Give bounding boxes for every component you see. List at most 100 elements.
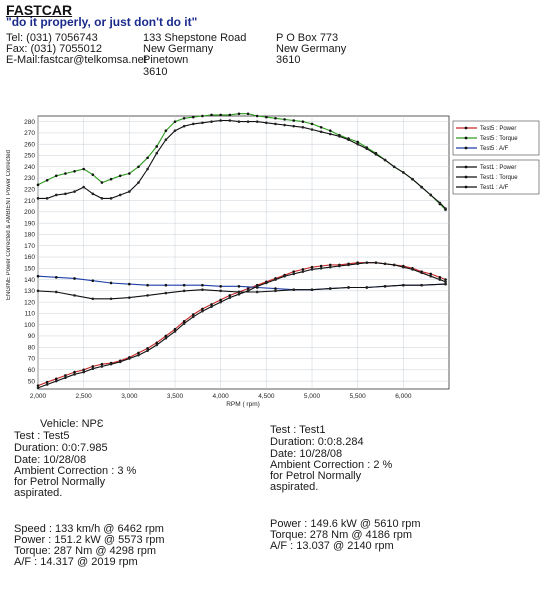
data-point: [274, 122, 277, 126]
data-point: [64, 192, 67, 196]
y-tick-label: 60: [28, 367, 36, 374]
data-point: [164, 138, 168, 141]
data-point: [128, 282, 131, 286]
data-point: [444, 282, 447, 286]
y-tick-label: 100: [24, 322, 35, 329]
series-test1-torque: [36, 119, 447, 210]
y-tick-label: 110: [25, 311, 36, 318]
data-point: [237, 290, 241, 294]
data-point: [246, 112, 250, 116]
data-point: [146, 156, 149, 160]
data-point: [128, 172, 131, 175]
data-point: [182, 124, 186, 128]
data-point: [347, 286, 350, 289]
street-address-line: 3610: [143, 66, 168, 78]
data-point: [155, 145, 159, 148]
data-point: [328, 263, 332, 267]
data-point: [237, 292, 241, 296]
data-point: [328, 132, 332, 136]
data-point: [201, 288, 204, 292]
street-address-line: Pinetown: [143, 54, 189, 66]
data-point: [310, 265, 314, 269]
data-point: [64, 172, 67, 175]
y-tick-label: 230: [24, 175, 35, 182]
data-point: [36, 386, 40, 390]
data-point: [45, 383, 49, 386]
data-point: [411, 268, 414, 271]
data-point: [338, 264, 341, 268]
data-point: [365, 261, 369, 264]
plot-area: [37, 115, 450, 390]
data-point: [73, 370, 76, 374]
data-point: [182, 289, 186, 293]
y-tick-label: 250: [24, 153, 35, 160]
data-point: [146, 347, 149, 350]
x-tick-label: 2,000: [30, 393, 47, 400]
legend-label: Test5 : Torque: [480, 136, 518, 142]
data-point: [402, 283, 405, 287]
data-point: [365, 286, 369, 289]
data-point: [146, 349, 149, 352]
data-point: [420, 185, 423, 189]
data-point: [365, 147, 369, 151]
data-point: [429, 274, 433, 278]
data-point: [310, 122, 314, 126]
data-point: [246, 287, 250, 290]
y-tick-label: 50: [28, 378, 36, 385]
test5-date: Date: 10/28/08: [14, 454, 87, 466]
data-point: [173, 327, 177, 331]
data-point: [228, 296, 232, 299]
data-point: [383, 285, 387, 288]
data-point: [438, 278, 442, 281]
data-point: [319, 264, 323, 268]
data-point: [91, 192, 95, 196]
street-address-line: New Germany: [143, 43, 214, 55]
y-tick-label: 180: [24, 232, 35, 239]
data-point: [356, 142, 359, 146]
data-point: [383, 262, 387, 266]
data-point: [319, 130, 323, 134]
x-axis-label: RPM ( rpm): [226, 401, 260, 408]
data-point: [54, 193, 58, 197]
data-point: [128, 357, 131, 360]
x-tick-label: 3,500: [167, 393, 184, 400]
data-point: [402, 171, 405, 174]
data-point: [292, 288, 296, 292]
data-point: [109, 362, 113, 366]
data-point: [73, 190, 76, 193]
data-point: [36, 183, 40, 187]
x-tick-label: 4,000: [213, 393, 230, 400]
data-point: [82, 167, 85, 171]
data-point: [237, 112, 241, 116]
test5-power: Power : 151.2 kW @ 5573 rpm: [14, 534, 165, 546]
data-point: [210, 113, 213, 117]
series-test1-a-f: [36, 282, 447, 301]
data-point: [265, 281, 268, 285]
data-point: [411, 177, 414, 181]
data-point: [310, 268, 314, 271]
legend-marker: [464, 165, 468, 169]
data-point: [274, 278, 277, 281]
data-point: [310, 288, 314, 292]
contact-tel: Tel: (031) 7056743: [6, 32, 98, 44]
y-tick-label: 150: [24, 265, 35, 272]
data-point: [444, 278, 447, 281]
data-point: [164, 283, 168, 287]
test5-duration: Duration: 0:0:7.985: [14, 442, 108, 454]
test1-ambient-correction: Ambient Correction : 2 %: [270, 459, 393, 471]
data-point: [128, 190, 131, 193]
data-point: [146, 294, 149, 297]
y-tick-label: 160: [24, 254, 35, 261]
data-point: [82, 370, 85, 374]
data-point: [182, 320, 186, 323]
data-point: [219, 285, 222, 288]
data-point: [292, 270, 296, 273]
data-point: [237, 285, 241, 288]
contact-email: E-Mail:fastcar@telkomsa.net: [6, 54, 147, 66]
data-point: [45, 197, 49, 200]
company-slogan: "do it properly, or just don't do it": [6, 15, 198, 29]
data-point: [109, 197, 113, 200]
data-point: [155, 343, 159, 347]
data-point: [146, 283, 149, 287]
y-tick-label: 130: [24, 288, 35, 295]
